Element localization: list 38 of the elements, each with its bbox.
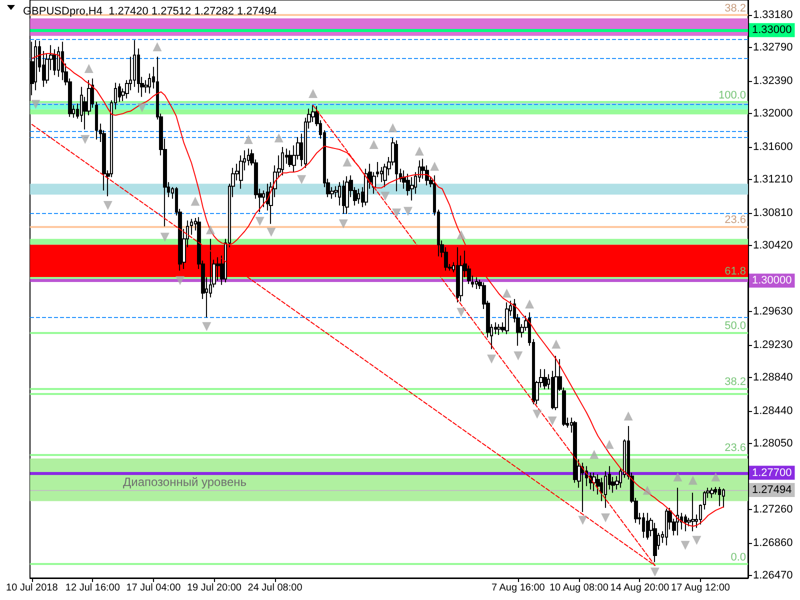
y-tick-label: 1.27260 <box>753 504 793 516</box>
y-tick-label: 1.28050 <box>753 438 793 450</box>
y-tick-label: 1.31210 <box>753 174 793 186</box>
y-tick-label: 1.26470 <box>753 569 793 582</box>
ref-line-label: 1.30000 <box>752 274 792 287</box>
annotation: 61.8 <box>724 266 746 278</box>
y-tick-label: 1.32790 <box>753 42 793 54</box>
y-tick-label: 1.32390 <box>753 75 793 88</box>
x-tick-label: 19 Jul 20:00 <box>187 582 242 594</box>
y-tick-label: 1.30810 <box>753 206 793 219</box>
x-tick-label: 10 Aug 08:00 <box>549 582 609 594</box>
y-tick-label: 1.28440 <box>753 404 793 417</box>
x-tick-label: 24 Jul 08:00 <box>248 582 303 594</box>
x-tick-label: 7 Aug 16:00 <box>491 582 546 594</box>
y-tick-label: 1.26860 <box>753 536 793 549</box>
annotation: 0.0 <box>730 551 746 564</box>
annotation: 23.6 <box>724 442 746 454</box>
y-tick-label: 1.32000 <box>753 108 793 120</box>
annotation: 50.0 <box>724 320 746 332</box>
x-tick-label: 12 Jul 16:00 <box>65 582 120 594</box>
x-tick-label: 10 Jul 2018 <box>6 582 58 594</box>
x-tick-label: 17 Jul 04:00 <box>126 582 182 594</box>
y-tick-label: 1.28840 <box>753 372 793 384</box>
annotation: 23.6 <box>724 214 746 226</box>
ref-line-label: 1.27494 <box>752 484 792 496</box>
y-tick-label: 1.29630 <box>753 306 793 318</box>
x-tick-label: 17 Aug 12:00 <box>671 582 730 594</box>
ref-line-label: 1.33000 <box>752 24 792 36</box>
y-tick-label: 1.29230 <box>753 338 793 351</box>
annotation: 38.2 <box>724 376 746 388</box>
band-label: Диапозонный уровень <box>123 474 247 489</box>
annotation: 100.0 <box>718 89 746 102</box>
ref-line-label: 1.27700 <box>752 466 792 479</box>
annotation: 38.2 <box>724 2 746 15</box>
y-tick-label: 1.30420 <box>753 240 793 252</box>
y-tick-label: 1.31600 <box>753 141 793 154</box>
x-tick-label: 14 Aug 20:00 <box>610 582 670 594</box>
y-tick-label: 1.33180 <box>753 9 793 22</box>
